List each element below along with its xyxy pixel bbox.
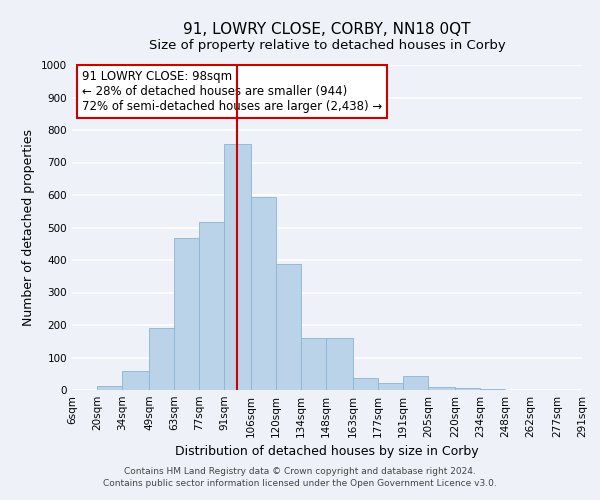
Y-axis label: Number of detached properties: Number of detached properties	[22, 129, 35, 326]
Bar	[480, 389, 505, 390]
Bar	[174, 238, 199, 390]
Bar	[353, 378, 378, 390]
Bar	[224, 144, 251, 390]
X-axis label: Distribution of detached houses by size in Corby: Distribution of detached houses by size …	[175, 446, 479, 458]
Bar	[97, 386, 122, 390]
Bar	[428, 387, 455, 390]
Bar	[149, 328, 174, 390]
Text: Size of property relative to detached houses in Corby: Size of property relative to detached ho…	[149, 39, 505, 52]
Bar	[326, 338, 353, 390]
Bar	[403, 376, 428, 390]
Bar	[251, 196, 276, 390]
Text: Contains public sector information licensed under the Open Government Licence v3: Contains public sector information licen…	[103, 478, 497, 488]
Text: Contains HM Land Registry data © Crown copyright and database right 2024.: Contains HM Land Registry data © Crown c…	[124, 467, 476, 476]
Bar	[455, 388, 480, 390]
Text: 91 LOWRY CLOSE: 98sqm
← 28% of detached houses are smaller (944)
72% of semi-det: 91 LOWRY CLOSE: 98sqm ← 28% of detached …	[82, 70, 382, 113]
Bar	[199, 222, 224, 390]
Bar	[301, 338, 326, 390]
Bar	[276, 264, 301, 390]
Bar	[122, 370, 149, 390]
Text: 91, LOWRY CLOSE, CORBY, NN18 0QT: 91, LOWRY CLOSE, CORBY, NN18 0QT	[183, 22, 471, 38]
Bar	[378, 383, 403, 390]
